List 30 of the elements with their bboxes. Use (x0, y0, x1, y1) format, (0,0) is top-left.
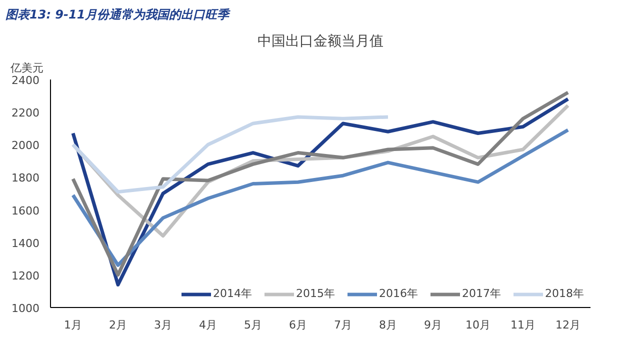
y-tick-label: 2000 (12, 139, 40, 152)
legend-label: 2018年 (545, 286, 584, 301)
x-tick-label: 12月 (556, 318, 580, 332)
x-tick-label: 6月 (289, 318, 307, 332)
line-series (71, 128, 570, 267)
x-tick-label: 9月 (424, 318, 442, 332)
legend-label: 2017年 (462, 286, 501, 301)
x-tick-label: 8月 (379, 318, 397, 332)
x-tick-label: 2月 (109, 318, 127, 332)
x-tick-label: 10月 (466, 318, 490, 332)
legend-label: 2015年 (296, 286, 335, 301)
chart-title: 图表13: 9-11月份通常为我国的出口旺季 (6, 8, 232, 22)
x-tick-label: 7月 (334, 318, 352, 332)
legend-label: 2016年 (379, 286, 418, 301)
x-tick-label: 5月 (244, 318, 262, 332)
y-axis-title: 亿美元 (10, 62, 44, 74)
x-tick-label: 4月 (199, 318, 217, 332)
x-tick-label: 3月 (154, 318, 172, 332)
y-tick-label: 1400 (12, 236, 40, 250)
line-series (71, 115, 390, 194)
y-tick-label: 1000 (12, 302, 40, 315)
y-tick-label: 1200 (12, 269, 40, 282)
x-tick-label: 1月 (64, 318, 82, 332)
y-tick-label: 2400 (12, 74, 40, 87)
chart-subtitle: 中国出口金额当月值 (258, 34, 384, 50)
x-tick-label: 11月 (510, 318, 536, 332)
y-tick-label: 2200 (12, 106, 40, 120)
legend-label: 2014年 (213, 286, 252, 301)
y-tick-label: 1800 (12, 172, 40, 185)
y-tick-label: 1600 (12, 204, 40, 218)
